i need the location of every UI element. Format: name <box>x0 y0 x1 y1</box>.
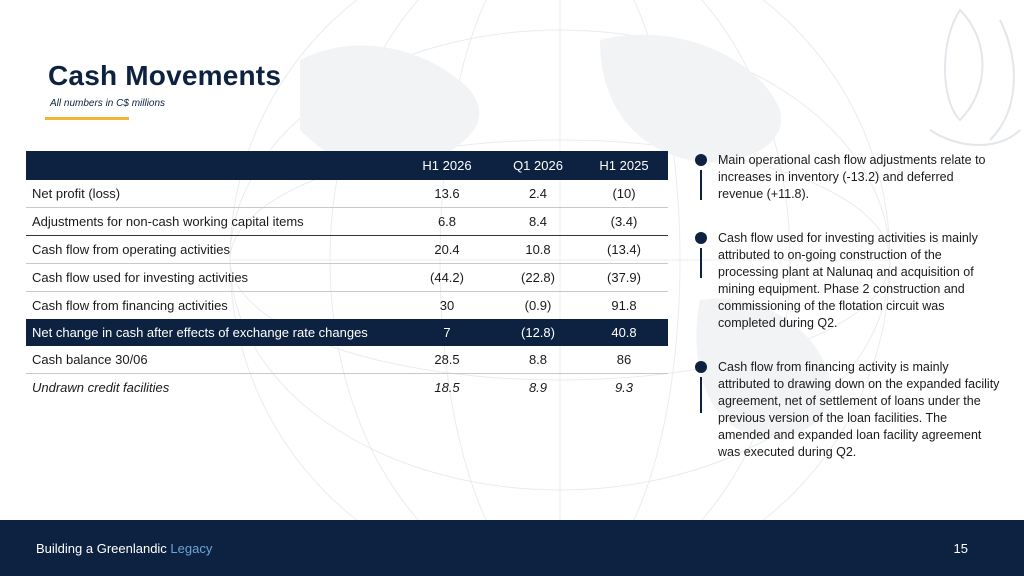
footer-tagline: Building a Greenlandic Legacy <box>36 541 212 556</box>
row-label: Cash balance 30/06 <box>32 352 148 367</box>
title-underline <box>45 117 129 120</box>
footer-tagline-prefix: Building a Greenlandic <box>36 541 171 556</box>
cell-value: (0.9) <box>496 291 580 319</box>
bullet-line-icon <box>700 170 702 200</box>
cell-value: 40.8 <box>580 319 668 346</box>
cell-value: 91.8 <box>580 291 668 319</box>
note-text: Cash flow from financing activity is mai… <box>718 360 1000 459</box>
commentary-notes: Main operational cash flow adjustments r… <box>692 150 1002 461</box>
cell-value: 8.8 <box>528 352 548 367</box>
table-header-row: H1 2026 Q1 2026 H1 2025 <box>26 151 668 180</box>
cell-value: 13.6 <box>434 186 460 201</box>
corner-logo-watermark <box>929 8 1021 146</box>
page-number: 15 <box>953 541 968 556</box>
cell-value: 20.4 <box>398 235 496 264</box>
table-row-highlighted: Net change in cash after effects of exch… <box>26 319 668 346</box>
row-label: Adjustments for non-cash working capital… <box>26 207 398 236</box>
note-text: Cash flow used for investing activities … <box>718 231 978 330</box>
cell-value: (22.8) <box>496 263 580 292</box>
row-label: Net change in cash after effects of exch… <box>26 319 398 346</box>
row-label: Undrawn credit facilities <box>26 373 398 401</box>
cell-value: 2.4 <box>528 186 548 201</box>
cell-value: 8.4 <box>496 207 580 236</box>
table-row: Undrawn credit facilities 18.5 8.9 9.3 <box>26 373 668 401</box>
column-header-h1-2025: H1 2025 <box>580 151 668 180</box>
cell-value: (3.4) <box>580 207 668 236</box>
table-row: Cash flow from operating activities 20.4… <box>26 235 668 264</box>
row-label: Cash flow from operating activities <box>26 235 398 264</box>
column-header-q1-2026: Q1 2026 <box>496 151 580 180</box>
footer-tagline-accent: Legacy <box>170 541 213 556</box>
row-label: Cash flow used for investing activities <box>26 263 398 292</box>
cell-value: (37.9) <box>580 263 668 292</box>
cell-value: 6.8 <box>398 207 496 236</box>
note-item: Cash flow from financing activity is mai… <box>692 359 1002 461</box>
table-row: Cash flow used for investing activities … <box>26 263 668 292</box>
bullet-line-icon <box>700 377 702 413</box>
cell-value: 86 <box>616 352 632 367</box>
cell-value: (10) <box>612 186 636 201</box>
cell-value: 7 <box>398 319 496 346</box>
row-label: Net profit (loss) <box>32 186 121 201</box>
cell-value: 8.9 <box>496 373 580 401</box>
note-item: Main operational cash flow adjustments r… <box>692 152 1002 203</box>
cash-movements-table: H1 2026 Q1 2026 H1 2025 Net profit (loss… <box>26 151 668 401</box>
note-item: Cash flow used for investing activities … <box>692 230 1002 332</box>
cell-value: (13.4) <box>580 235 668 264</box>
bullet-dot-icon <box>695 154 707 166</box>
bullet-line-icon <box>700 248 702 278</box>
table-row: Cash balance 30/06 28.5 8.8 86 <box>26 346 668 374</box>
cell-value: (12.8) <box>496 319 580 346</box>
row-label: Cash flow from financing activities <box>26 291 398 319</box>
table-row: Net profit (loss) 13.6 2.4 (10) <box>26 180 668 208</box>
bullet-dot-icon <box>695 232 707 244</box>
cell-value: 10.8 <box>496 235 580 264</box>
page-subtitle: All numbers in C$ millions <box>50 98 166 109</box>
cell-value: 30 <box>398 291 496 319</box>
cell-value: 18.5 <box>398 373 496 401</box>
cell-value: 9.3 <box>580 373 668 401</box>
column-header-label <box>26 151 398 180</box>
table-row: Adjustments for non-cash working capital… <box>26 207 668 236</box>
page-title: Cash Movements <box>48 60 282 91</box>
footer-bar: Building a Greenlandic Legacy 15 <box>0 520 1024 576</box>
cell-value: 28.5 <box>434 352 460 367</box>
bullet-dot-icon <box>695 361 707 373</box>
column-header-h1-2026: H1 2026 <box>398 151 496 180</box>
note-text: Main operational cash flow adjustments r… <box>718 153 986 201</box>
table-row: Cash flow from financing activities 30 (… <box>26 291 668 319</box>
cell-value: (44.2) <box>398 263 496 292</box>
